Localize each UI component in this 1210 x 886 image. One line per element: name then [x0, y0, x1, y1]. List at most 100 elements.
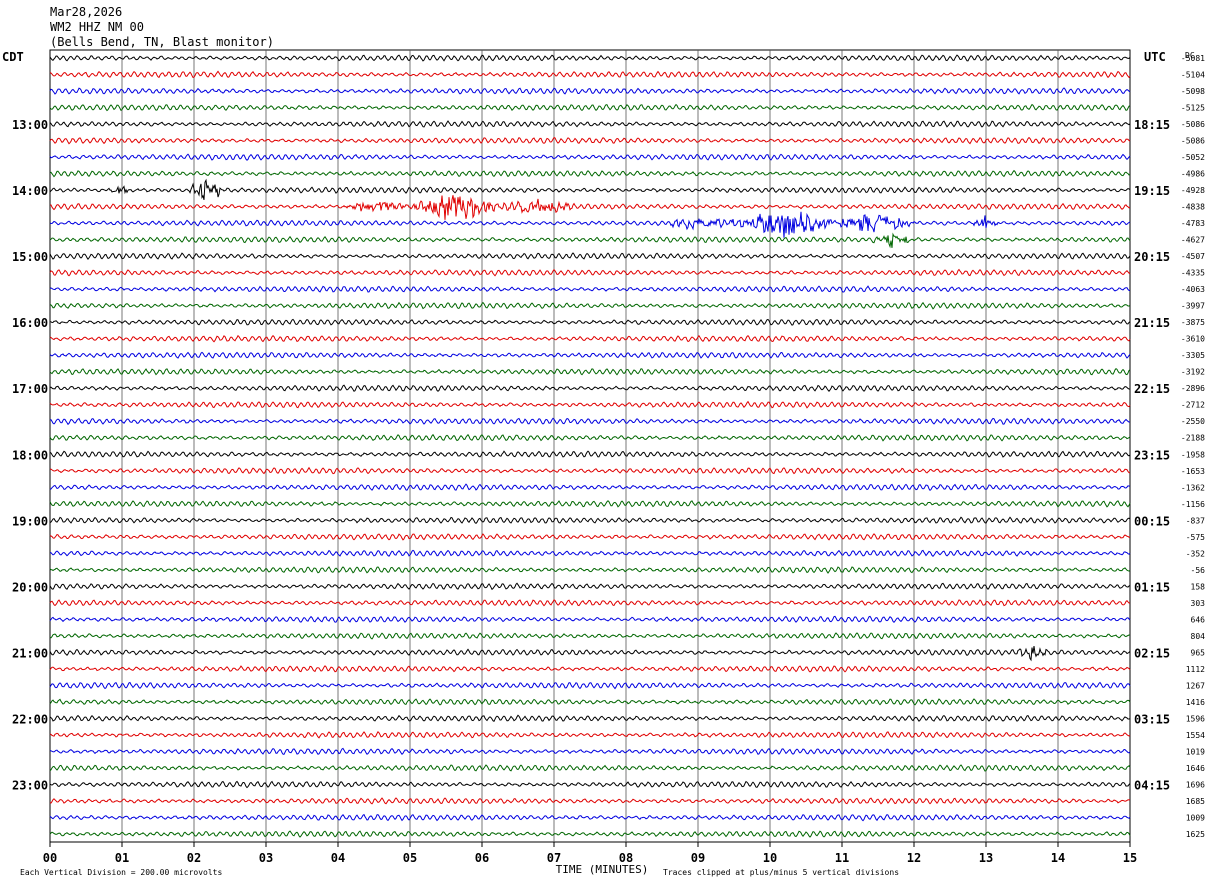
- right-hour-label: 21:15: [1134, 316, 1170, 330]
- right-hour-label: 23:15: [1134, 448, 1170, 462]
- seismic-trace: [49, 466, 1131, 475]
- seismic-trace: [49, 433, 1131, 442]
- seismic-trace: [49, 178, 1131, 201]
- dc-offset-label: -3305: [1181, 351, 1205, 360]
- dc-offset-label: -3610: [1181, 335, 1205, 344]
- dc-offset-label: 804: [1191, 632, 1206, 641]
- right-hour-label: 00:15: [1134, 514, 1170, 528]
- seismic-trace: [49, 632, 1130, 640]
- dc-offset-label: -1653: [1181, 467, 1205, 476]
- dc-offset-label: 1112: [1186, 665, 1205, 674]
- x-tick-label: 00: [43, 851, 57, 865]
- seismic-trace: [49, 232, 1131, 249]
- x-tick-label: 07: [547, 851, 561, 865]
- plot-frame: [49, 49, 1131, 843]
- x-tick-label: 04: [331, 851, 345, 865]
- seismic-trace: [49, 195, 1131, 220]
- dc-offset-label: 1696: [1186, 780, 1205, 789]
- x-tick-label: 02: [187, 851, 201, 865]
- seismic-trace: [49, 646, 1131, 662]
- x-tick-label: 14: [1051, 851, 1065, 865]
- dc-offset-label: -4063: [1181, 285, 1205, 294]
- seismic-trace: [49, 764, 1131, 772]
- dc-offset-label: -5086: [1181, 137, 1205, 146]
- left-hour-label: 19:00: [12, 514, 48, 528]
- seismic-trace: [49, 120, 1131, 128]
- dc-offset-label: -1958: [1181, 450, 1205, 459]
- dc-offset-label: -4783: [1181, 219, 1205, 228]
- seismic-trace: [49, 417, 1131, 426]
- dc-offset-label: -4838: [1181, 203, 1205, 212]
- dc-offset-label: -1362: [1181, 483, 1205, 492]
- left-timezone-label: CDT: [2, 50, 24, 64]
- right-hour-label: 19:15: [1134, 184, 1170, 198]
- x-tick-label: 06: [475, 851, 489, 865]
- dc-offset-label: -5104: [1181, 71, 1205, 80]
- dc-offset-label: 1009: [1186, 813, 1205, 822]
- seismic-trace: [49, 351, 1131, 359]
- right-hour-label: 04:15: [1134, 778, 1170, 792]
- seismic-trace: [49, 747, 1131, 755]
- seismic-trace: [49, 780, 1131, 789]
- seismic-trace: [49, 252, 1131, 261]
- seismic-trace: [49, 54, 1131, 62]
- dc-offset-label: -3997: [1181, 302, 1205, 311]
- right-hour-label: 18:15: [1134, 118, 1170, 132]
- x-tick-label: 10: [763, 851, 777, 865]
- dc-offset-label: 965: [1191, 648, 1206, 657]
- footer-clip-note: Traces clipped at plus/minus 5 vertical …: [663, 868, 899, 877]
- x-tick-label: 08: [619, 851, 633, 865]
- plot-date: Mar28,2026: [50, 5, 123, 19]
- seismic-trace: [49, 615, 1131, 624]
- seismic-trace: [49, 400, 1131, 409]
- seismic-trace: [49, 582, 1131, 591]
- x-tick-label: 15: [1123, 851, 1137, 865]
- station-location: (Bells Bend, TN, Blast monitor): [50, 35, 274, 49]
- dc-offset-label: -5125: [1181, 104, 1205, 113]
- dc-offset-label: -5052: [1181, 153, 1205, 162]
- right-hour-label: 03:15: [1134, 712, 1170, 726]
- dc-offset-label: -5086: [1181, 120, 1205, 129]
- x-tick-label: 01: [115, 851, 129, 865]
- dc-offset-label: 1554: [1186, 731, 1205, 740]
- dc-offset-label: 158: [1191, 582, 1206, 591]
- dc-offset-label: -4335: [1181, 269, 1205, 278]
- seismic-trace: [49, 698, 1131, 706]
- x-tick-label: 03: [259, 851, 273, 865]
- left-hour-label: 22:00: [12, 712, 48, 726]
- dc-offset-label: -3875: [1181, 318, 1205, 327]
- seismic-trace: [49, 599, 1131, 607]
- seismic-trace: [49, 384, 1131, 392]
- left-hour-label: 16:00: [12, 316, 48, 330]
- seismic-trace: [49, 730, 1131, 739]
- seismic-trace: [49, 87, 1131, 95]
- seismic-trace: [49, 450, 1131, 458]
- dc-offset-label: -5081: [1181, 54, 1205, 63]
- right-hour-label: 02:15: [1134, 646, 1170, 660]
- right-hour-label: 22:15: [1134, 382, 1170, 396]
- seismic-trace: [49, 285, 1131, 293]
- seismic-trace: [49, 665, 1131, 673]
- seismic-trace: [49, 830, 1131, 838]
- dc-offset-label: -2550: [1181, 417, 1205, 426]
- seismic-trace: [49, 566, 1131, 574]
- seismic-trace: [49, 368, 1131, 376]
- dc-offset-label: -4627: [1181, 236, 1205, 245]
- x-tick-label: 13: [979, 851, 993, 865]
- dc-offset-label: 1416: [1186, 698, 1205, 707]
- dc-offset-label: 1267: [1186, 681, 1205, 690]
- seismic-trace: [49, 136, 1131, 145]
- dc-offset-label: -4928: [1181, 186, 1205, 195]
- x-tick-label: 09: [691, 851, 705, 865]
- x-tick-label: 05: [403, 851, 417, 865]
- dc-offset-label: -837: [1186, 516, 1205, 525]
- right-timezone-label: UTC: [1144, 50, 1166, 64]
- dc-offset-label: -4507: [1181, 252, 1205, 261]
- dc-offset-label: -4986: [1181, 170, 1205, 179]
- left-hour-label: 23:00: [12, 778, 48, 792]
- dc-offset-label: -56: [1191, 566, 1206, 575]
- left-hour-label: 17:00: [12, 382, 48, 396]
- right-hour-label: 01:15: [1134, 580, 1170, 594]
- seismic-trace: [49, 813, 1131, 822]
